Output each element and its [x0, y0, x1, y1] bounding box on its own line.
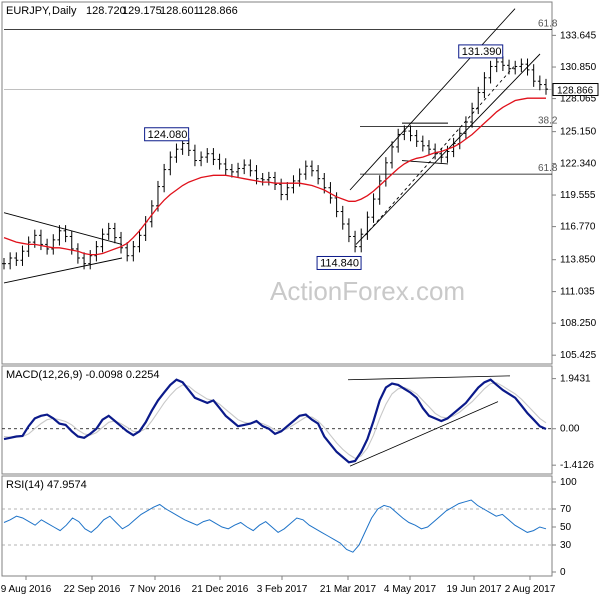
price-y-tick-label: 111.035 [560, 287, 595, 298]
svg-text:128.866: 128.866 [198, 5, 238, 17]
macd-y-tick-label: 0.00 [560, 424, 580, 435]
rsi-y-axis: 100 70 50 30 0 [552, 477, 577, 578]
svg-text:129.175: 129.175 [122, 5, 162, 17]
date-tick-label: 7 Nov 2016 [129, 584, 181, 595]
price-title: EURJPY , Daily 128.720 129.175 128.601 1… [6, 5, 238, 17]
rsi-layer [2, 499, 552, 553]
macd-title: MACD(12,26,9) -0.0098 0.2254 [6, 369, 159, 381]
macd-y-tick-label: -1.4126 [560, 460, 594, 471]
price-y-tick-label: 133.645 [560, 30, 597, 41]
date-axis: 9 Aug 2016 22 Sep 2016 7 Nov 2016 21 Dec 20… [1, 576, 556, 595]
channel-upper-line [349, 8, 516, 191]
price-y-tick-label: 116.770 [560, 222, 596, 233]
price-annotation-box [144, 127, 190, 142]
svg-text:EURJPY: EURJPY [6, 5, 50, 17]
macd-rising-trendline [349, 401, 499, 467]
macd-top-trendline [347, 375, 511, 381]
last-price-badge [552, 83, 599, 97]
price-y-tick-label: 119.555 [560, 190, 596, 201]
price-y-tick-label: 108.250 [560, 318, 597, 329]
watermark: ActionForex.com [270, 276, 465, 306]
rsi-title: RSI(14) 47.9574 [6, 479, 87, 491]
price-annotation-label: 114.840 [320, 257, 359, 269]
price-y-tick-label: 122.340 [560, 158, 597, 169]
macd-signal-line [3, 382, 547, 460]
price-y-tick-label: 105.425 [560, 350, 597, 361]
fib-level-label: 61.8 [538, 163, 558, 174]
svg-text:128.601: 128.601 [160, 5, 200, 17]
price-annotation-box [316, 255, 362, 270]
rsi-panel-frame [1, 475, 553, 577]
date-tick-label: 3 Feb 2017 [257, 584, 308, 595]
svg-text:Daily: Daily [52, 5, 77, 17]
triangle-lower-line [3, 257, 123, 284]
price-y-tick-label: 125.150 [560, 127, 597, 138]
date-tick-label: 19 Jun 2017 [446, 584, 501, 595]
svg-text:,: , [48, 5, 51, 17]
date-tick-label: 21 Dec 2016 [192, 584, 249, 595]
rsi-y-tick-label: 70 [560, 504, 572, 515]
price-y-tick-label: 130.850 [560, 62, 597, 73]
ma-line [3, 97, 546, 256]
date-tick-label: 21 Mar 2017 [320, 584, 377, 595]
rsi-y-tick-label: 50 [560, 522, 572, 533]
price-annotation-label: 131.390 [462, 46, 502, 58]
macd-panel-frame [1, 365, 553, 475]
rsi-y-tick-label: 100 [560, 477, 577, 488]
rsi-y-tick-label: 30 [560, 540, 572, 551]
last-price-label: 128.866 [557, 86, 594, 97]
date-tick-label: 2 Aug 2017 [505, 584, 556, 595]
date-tick-label: 22 Sep 2016 [64, 584, 121, 595]
rsi-y-tick-label: 0 [560, 567, 566, 578]
macd-macd-line [3, 378, 547, 464]
price-annotation-box [458, 44, 504, 59]
svg-text:128.720: 128.720 [86, 5, 126, 17]
fib-level-label: 61.8 [538, 19, 558, 30]
price-annotation-label: 124.080 [148, 129, 188, 141]
price-layer: 61.8 38.2 61.8 124.080 114.840 131.390 [2, 8, 558, 284]
date-tick-label: 9 Aug 2016 [1, 584, 52, 595]
fib-level-label: 38.2 [538, 116, 558, 127]
macd-layer [2, 375, 552, 467]
date-tick-label: 4 May 2017 [384, 584, 437, 595]
price-y-tick-label: 113.850 [560, 255, 596, 266]
rsi-line [3, 499, 547, 553]
macd-y-tick-label: 1.9431 [560, 374, 591, 385]
price-y-tick-label: 128.065 [560, 94, 597, 105]
price-y-axis: 133.645 130.850 128.065 125.150 122.340 119.5… [552, 30, 599, 361]
channel-mid-line [364, 65, 516, 236]
macd-y-axis: 1.9431 0.00 -1.4126 [552, 374, 594, 471]
